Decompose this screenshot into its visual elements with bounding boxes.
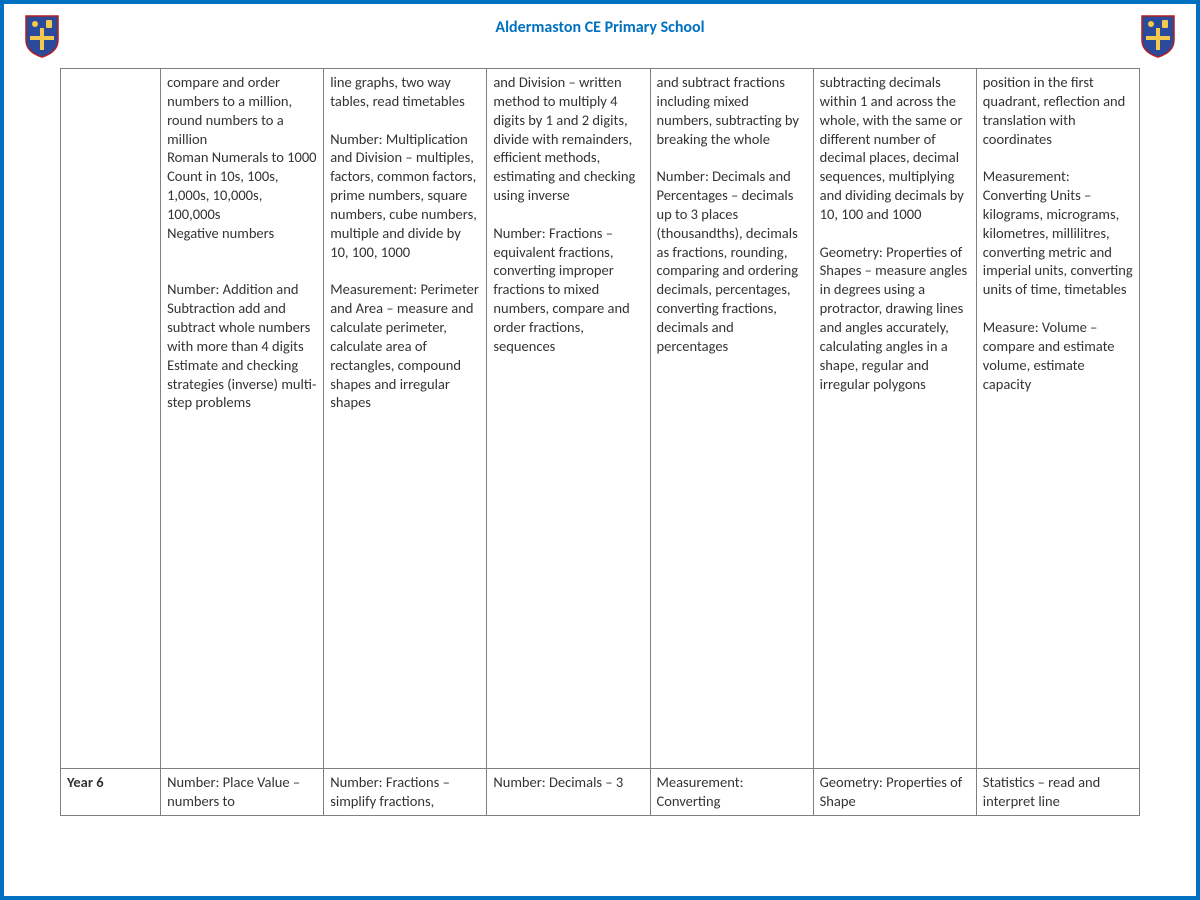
table-row: compare and order numbers to a million, …	[61, 69, 1140, 769]
header: Aldermaston CE Primary School	[24, 14, 1176, 58]
cell-year6-label: Year 6	[61, 769, 161, 816]
cell-term1: compare and order numbers to a million, …	[161, 69, 324, 769]
crest-left	[24, 14, 60, 58]
cell-year-blank	[61, 69, 161, 769]
table-row: Year 6 Number: Place Value – numbers to …	[61, 769, 1140, 816]
cell-term3: and Division – written method to multipl…	[487, 69, 650, 769]
school-title: Aldermaston CE Primary School	[60, 14, 1140, 37]
cell-y6-term2: Number: Fractions – simplify fractions,	[324, 769, 487, 816]
page-border: Aldermaston CE Primary School compare an…	[0, 0, 1200, 900]
cell-y6-term1: Number: Place Value – numbers to	[161, 769, 324, 816]
crest-right	[1140, 14, 1176, 58]
cell-term4: and subtract fractions including mixed n…	[650, 69, 813, 769]
cell-term6: position in the first quadrant, reflecti…	[976, 69, 1139, 769]
cell-y6-term6: Statistics – read and interpret line	[976, 769, 1139, 816]
cell-y6-term4: Measurement: Converting	[650, 769, 813, 816]
cell-term2: line graphs, two way tables, read timeta…	[324, 69, 487, 769]
cell-y6-term5: Geometry: Properties of Shape	[813, 769, 976, 816]
curriculum-table: compare and order numbers to a million, …	[60, 68, 1140, 816]
cell-term5: subtracting decimals within 1 and across…	[813, 69, 976, 769]
cell-y6-term3: Number: Decimals – 3	[487, 769, 650, 816]
